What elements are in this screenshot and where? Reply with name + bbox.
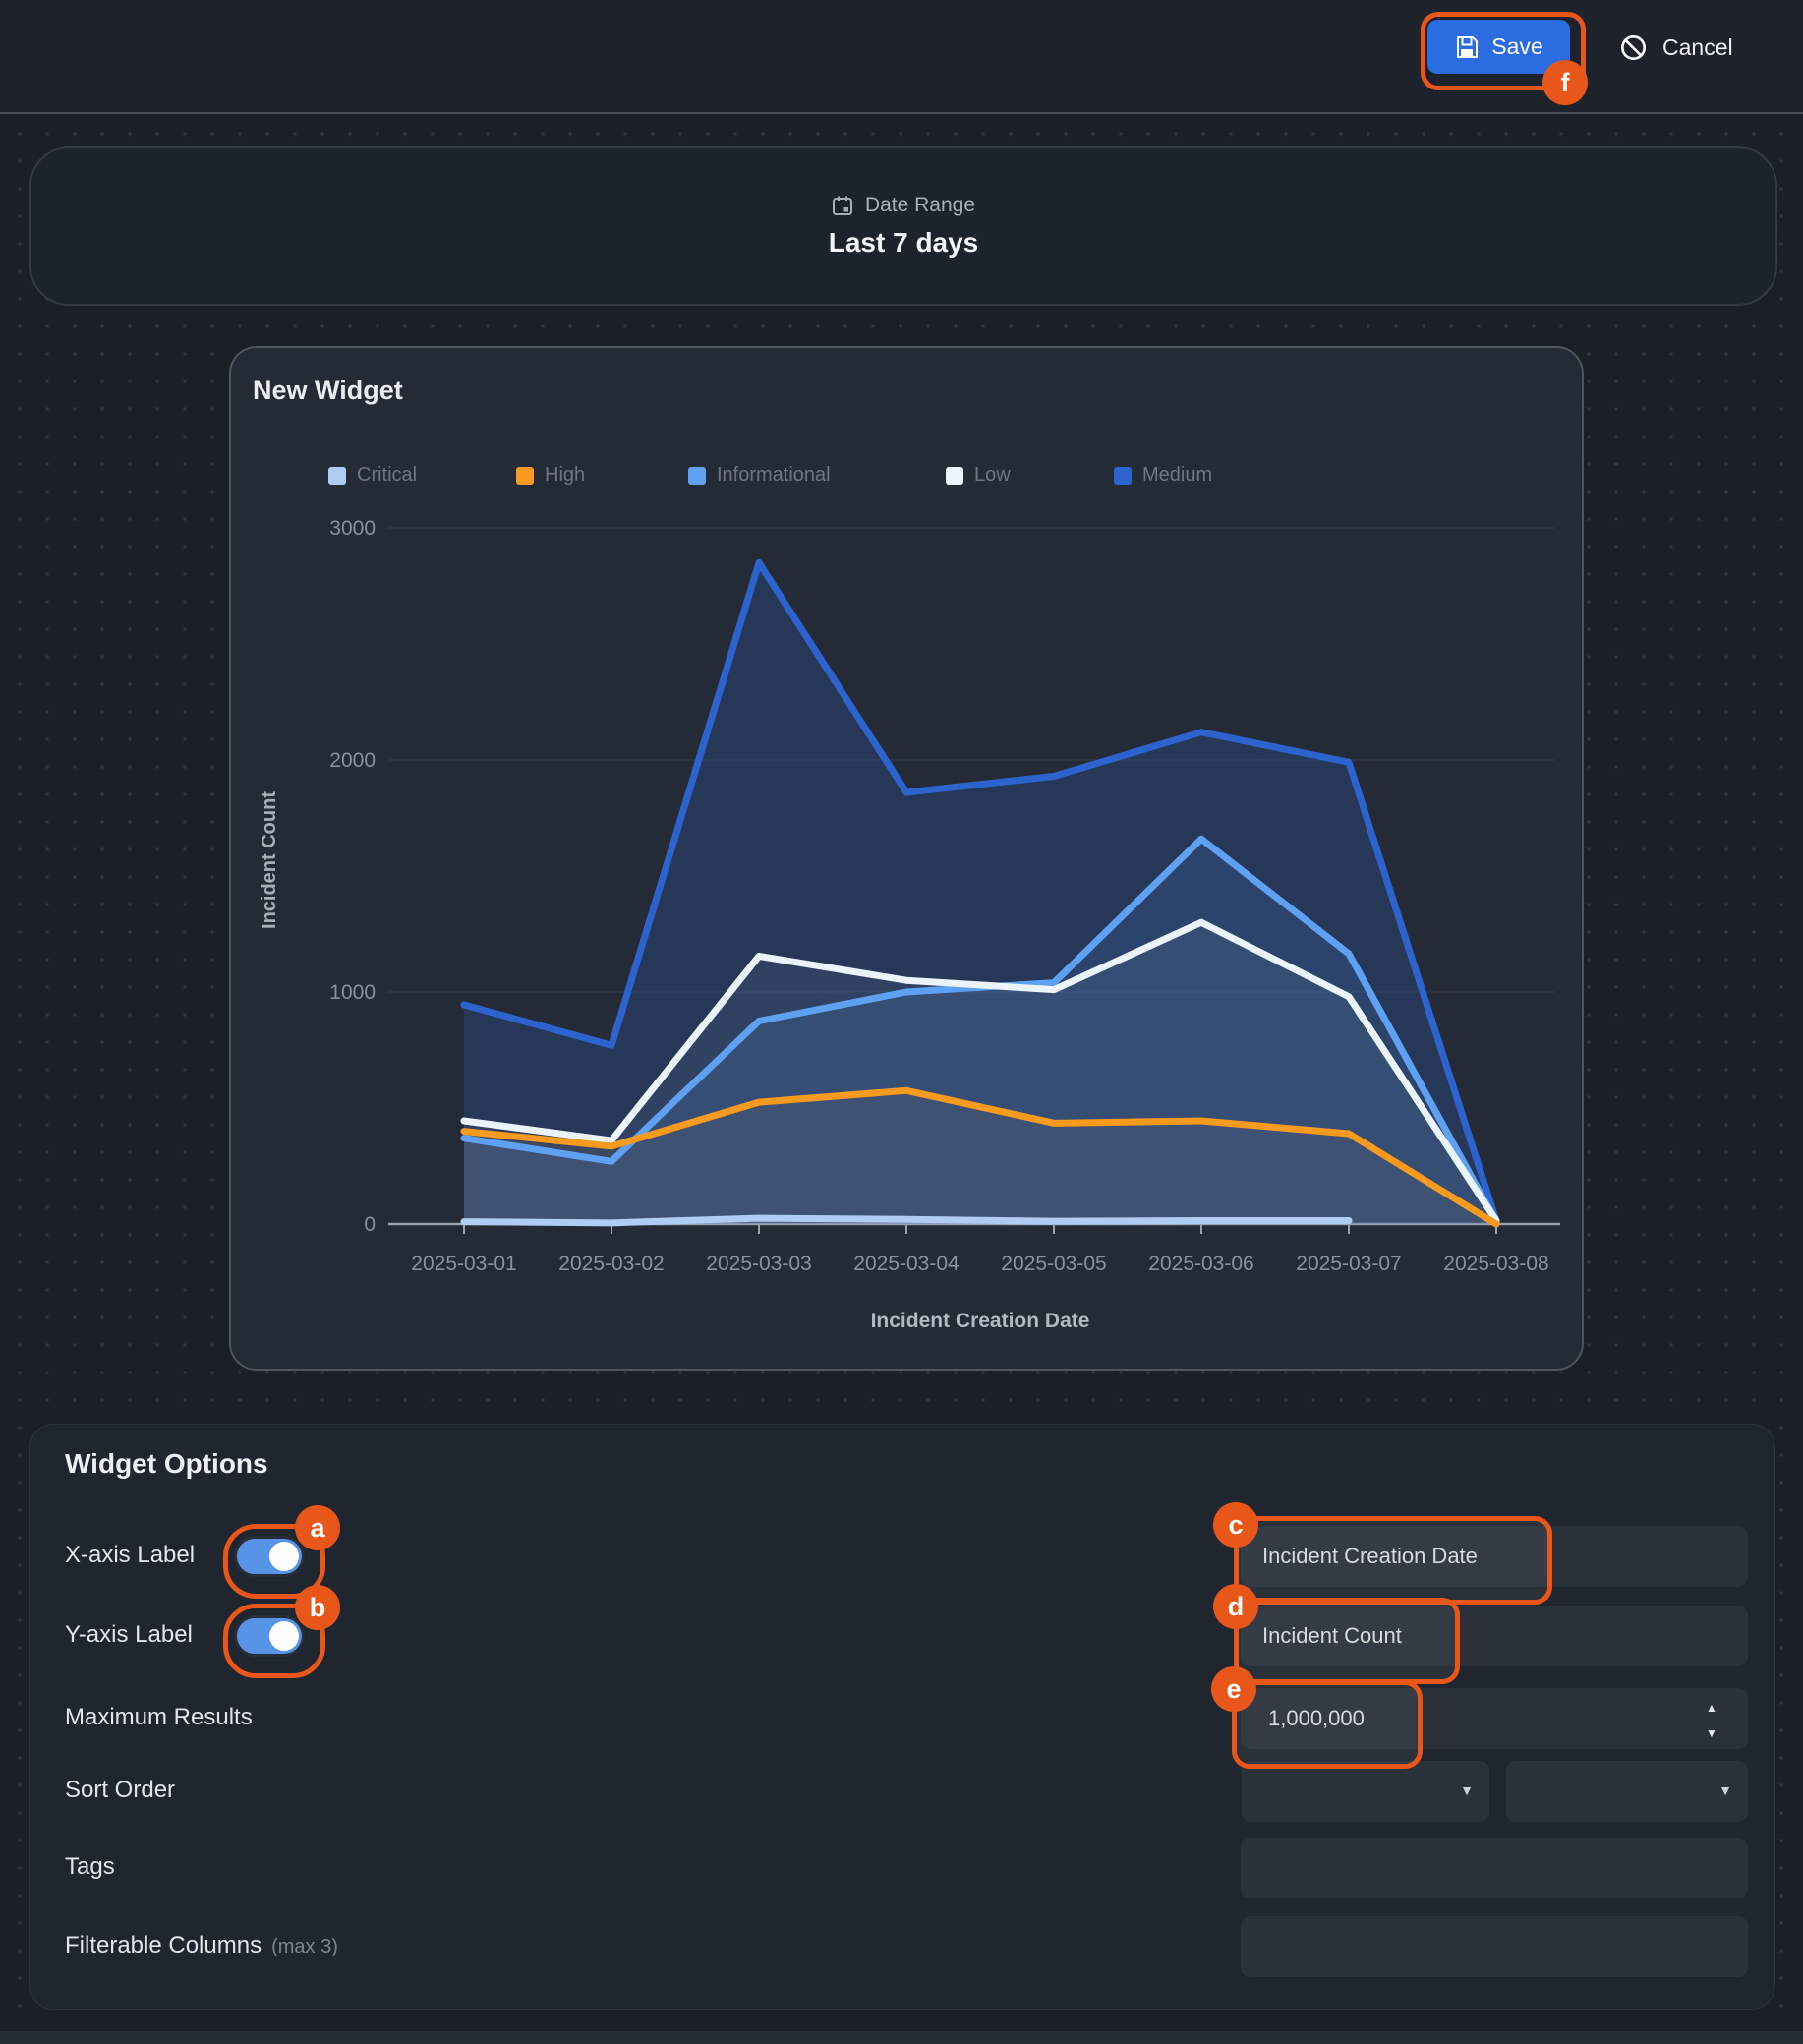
widget-options-heading: Widget Options	[65, 1448, 268, 1479]
x-axis-label-text: X-axis Label	[65, 1542, 196, 1568]
spinner-down-arrow[interactable]: ▼	[1706, 1726, 1717, 1740]
cancel-button[interactable]: Cancel	[1620, 26, 1777, 69]
bottom-edge-strip	[0, 2031, 1803, 2044]
x-axis-label-toggle[interactable]	[237, 1539, 302, 1574]
annotation-letter-b: b	[295, 1585, 340, 1630]
y-axis-field-input[interactable]	[1241, 1606, 1748, 1666]
chevron-down-icon: ▼	[1718, 1782, 1732, 1798]
date-range-selector[interactable]: Date Range Last 7 days	[29, 146, 1777, 306]
svg-text:Incident Creation Date: Incident Creation Date	[871, 1310, 1090, 1332]
svg-text:1000: 1000	[329, 981, 376, 1004]
calendar-icon	[832, 195, 853, 216]
svg-text:2025-03-03: 2025-03-03	[706, 1253, 811, 1275]
maximum-results-label: Maximum Results	[65, 1704, 253, 1730]
filterable-columns-label: Filterable Columns (max 3)	[65, 1932, 338, 1958]
cancel-icon	[1620, 34, 1647, 61]
cancel-button-label: Cancel	[1662, 33, 1733, 60]
svg-text:Incident Count: Incident Count	[259, 791, 280, 929]
toggle-knob	[269, 1621, 299, 1651]
widget-preview-card: New Widget 0 1000 2000 3000 2025-03-01 2025-0…	[229, 346, 1584, 1371]
filterable-columns-input[interactable]	[1241, 1916, 1748, 1977]
svg-text:2025-03-04: 2025-03-04	[853, 1253, 960, 1275]
save-button[interactable]: Save	[1427, 20, 1570, 74]
tags-input[interactable]	[1241, 1838, 1748, 1898]
save-button-label: Save	[1491, 33, 1543, 59]
line-chart: 0 1000 2000 3000 2025-03-01 2025-03-02 2025-03…	[259, 517, 1560, 1332]
date-range-label: Date Range	[864, 194, 976, 216]
tags-label: Tags	[65, 1853, 115, 1880]
svg-text:2025-03-07: 2025-03-07	[1296, 1253, 1401, 1275]
sort-order-direction-dropdown[interactable]: ▼	[1506, 1761, 1748, 1822]
y-axis-label-text: Y-axis Label	[65, 1621, 193, 1648]
widget-options-panel: Widget Options X-axis Label Y-axis Label…	[29, 1424, 1775, 2010]
date-range-value: Last 7 days	[828, 227, 979, 258]
y-axis-label-toggle[interactable]	[237, 1618, 302, 1654]
save-icon	[1454, 34, 1480, 60]
svg-text:2000: 2000	[329, 749, 376, 772]
widget-title: New Widget	[253, 376, 403, 405]
svg-text:2025-03-01: 2025-03-01	[411, 1253, 516, 1275]
maximum-results-input[interactable]	[1241, 1688, 1748, 1749]
spinner-up-arrow[interactable]: ▲	[1706, 1701, 1717, 1715]
annotation-letter-a: a	[295, 1505, 340, 1550]
svg-text:2025-03-05: 2025-03-05	[1001, 1253, 1106, 1275]
svg-text:0: 0	[364, 1213, 376, 1236]
sort-order-column-dropdown[interactable]: ▼	[1242, 1761, 1489, 1822]
svg-text:2025-03-02: 2025-03-02	[558, 1253, 664, 1275]
x-axis-field-input[interactable]	[1241, 1526, 1748, 1587]
svg-text:2025-03-06: 2025-03-06	[1148, 1253, 1253, 1275]
toggle-knob	[269, 1542, 299, 1571]
chevron-down-icon: ▼	[1460, 1782, 1474, 1798]
sort-order-label: Sort Order	[65, 1777, 176, 1803]
svg-text:2025-03-08: 2025-03-08	[1443, 1253, 1548, 1275]
svg-text:3000: 3000	[329, 517, 376, 540]
